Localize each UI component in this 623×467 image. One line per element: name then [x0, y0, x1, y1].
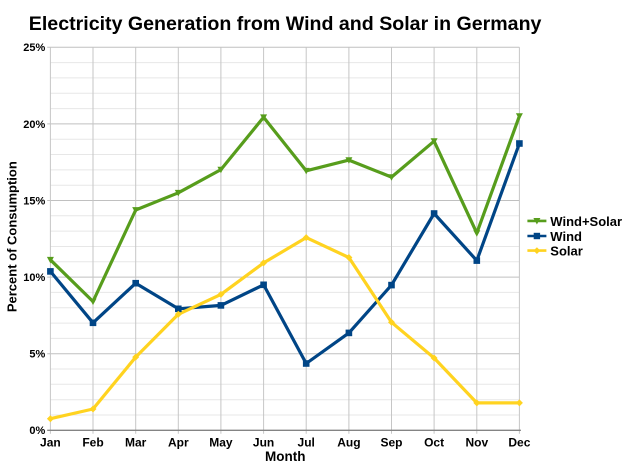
svg-text:Solar: Solar: [550, 244, 583, 259]
svg-text:15%: 15%: [23, 195, 45, 207]
svg-text:Mar: Mar: [125, 436, 147, 450]
svg-text:Feb: Feb: [82, 436, 103, 450]
svg-text:5%: 5%: [29, 349, 45, 361]
svg-text:Oct: Oct: [424, 436, 444, 450]
svg-text:Wind: Wind: [550, 229, 582, 244]
svg-text:Wind+Solar: Wind+Solar: [550, 214, 622, 229]
svg-text:Jan: Jan: [40, 436, 61, 450]
svg-text:Nov: Nov: [465, 436, 488, 450]
svg-text:25%: 25%: [23, 42, 45, 54]
svg-text:Electricity Generation from Wi: Electricity Generation from Wind and Sol…: [29, 13, 542, 35]
svg-text:10%: 10%: [23, 272, 45, 284]
svg-text:Dec: Dec: [508, 436, 530, 450]
svg-text:Month: Month: [265, 449, 305, 464]
svg-text:20%: 20%: [23, 119, 45, 131]
svg-text:Aug: Aug: [337, 436, 360, 450]
svg-text:Sep: Sep: [380, 436, 402, 450]
svg-text:Percent of Consumption: Percent of Consumption: [5, 161, 20, 312]
svg-text:Jun: Jun: [253, 436, 274, 450]
svg-text:May: May: [209, 436, 233, 450]
svg-text:0%: 0%: [29, 425, 45, 437]
svg-text:Apr: Apr: [168, 436, 189, 450]
svg-text:Jul: Jul: [298, 436, 315, 450]
